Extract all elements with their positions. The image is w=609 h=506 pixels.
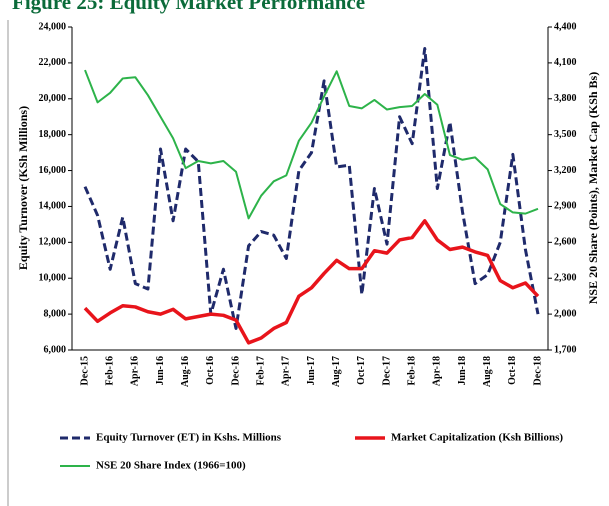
y-tick-label: 14,000: [39, 201, 67, 212]
y2-tick-label: 2,900: [554, 201, 577, 212]
x-tick-label: Feb-18: [406, 356, 417, 385]
series-line: [83, 47, 540, 330]
y-tick-label: 24,000: [39, 21, 67, 32]
legend-label: Market Capitalization (Ksh Billions): [391, 432, 563, 444]
y2-tick-label: 4,400: [554, 21, 577, 32]
x-tick-label: Feb-16: [104, 356, 115, 385]
x-tick-label: Dec-17: [381, 356, 392, 385]
y-tick-label: 10,000: [39, 273, 67, 284]
x-tick-label: Jun-18: [457, 356, 468, 385]
y-tick-label: 22,000: [39, 57, 67, 68]
series-line: [83, 219, 540, 345]
x-tick-label: Apr-16: [130, 356, 141, 386]
chart-title: Figure 25: Equity Market Performance: [12, 0, 365, 14]
y-tick-label: 8,000: [44, 308, 67, 319]
legend-label: Equity Turnover (ET) in Kshs. Millions: [96, 432, 282, 444]
x-tick-label: Aug-16: [180, 356, 191, 387]
y2-tick-label: 1,700: [554, 344, 577, 355]
x-tick-label: Jun-16: [155, 356, 166, 385]
x-tick-label: Oct-16: [205, 356, 216, 385]
x-tick-label: Dec-16: [230, 356, 241, 385]
y2-tick-label: 2,000: [554, 308, 577, 319]
y2-tick-label: 2,300: [554, 273, 577, 284]
y2-tick-label: 3,800: [554, 93, 577, 104]
y-tick-label: 12,000: [39, 237, 67, 248]
x-tick-label: Apr-17: [281, 356, 292, 386]
y-tick-label: 6,000: [44, 344, 67, 355]
x-tick-label: Dec-15: [79, 356, 90, 385]
x-tick-label: Apr-18: [432, 356, 443, 386]
x-tick-label: Aug-17: [331, 356, 342, 387]
y2-tick-label: 2,600: [554, 237, 577, 248]
x-tick-label: Oct-17: [356, 356, 367, 385]
x-tick-label: Jun-17: [306, 356, 317, 385]
y-tick-label: 18,000: [39, 129, 67, 140]
x-tick-label: Oct-18: [507, 356, 518, 385]
y-tick-label: 20,000: [39, 93, 67, 104]
y2-tick-label: 3,500: [554, 129, 577, 140]
y2-tick-label: 3,200: [554, 165, 577, 176]
series-line: [84, 69, 539, 220]
x-tick-label: Feb-17: [255, 356, 266, 385]
y2-tick-label: 4,100: [554, 57, 577, 68]
y2-axis-title: NSE 20 Share (Points), Market Cap (KSh B…: [586, 72, 600, 304]
x-tick-label: Dec-18: [532, 356, 543, 385]
x-tick-label: Aug-18: [482, 356, 493, 387]
y-axis-title: Equity Turnover (KSh Millions): [16, 106, 30, 270]
y-tick-label: 16,000: [39, 165, 67, 176]
legend-label: NSE 20 Share Index (1966=100): [96, 460, 246, 472]
